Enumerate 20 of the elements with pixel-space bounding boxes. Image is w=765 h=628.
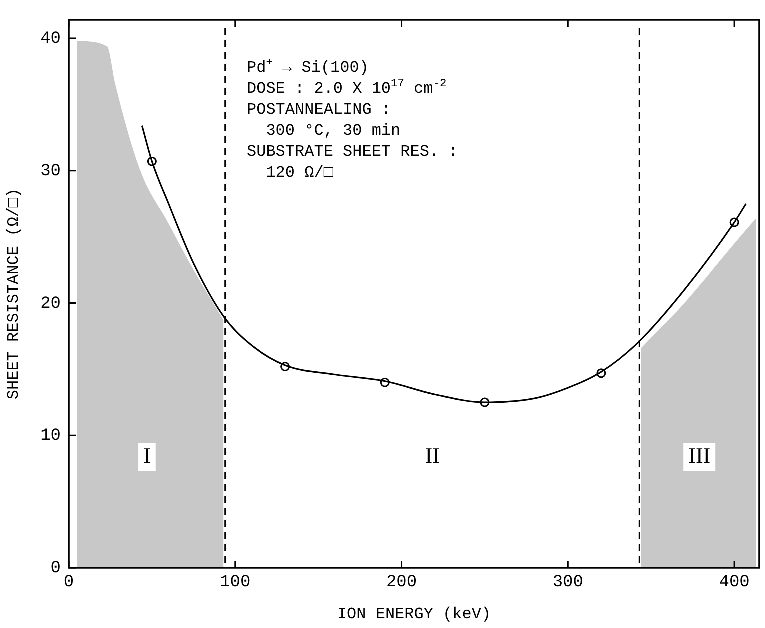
annotation: III: [688, 443, 711, 468]
annotation: POSTANNEALING :: [247, 101, 392, 119]
y-tick-label: 40: [40, 30, 61, 50]
annotation: 300 °C, 30 min: [247, 122, 401, 140]
y-tick-label: 30: [40, 162, 61, 182]
y-tick-label: 10: [40, 427, 61, 446]
y-tick-label: 0: [50, 560, 61, 578]
annotation: Pd+ → Si(100): [247, 58, 369, 77]
annotation: I: [144, 443, 151, 468]
annotation: SUBSTRATE SHEET RES. :: [247, 143, 458, 161]
x-axis-title: ION ENERGY (keV): [337, 606, 492, 624]
annotation: II: [425, 443, 440, 468]
x-tick-label: 300: [552, 574, 584, 593]
x-tick-label: 400: [719, 574, 750, 593]
y-tick-label: 20: [40, 294, 61, 314]
y-axis-title: SHEET RESISTANCE (Ω/□): [4, 188, 23, 400]
annotation: 120 Ω/□: [247, 164, 334, 182]
x-tick-label: 200: [386, 574, 418, 593]
x-tick-label: 0: [64, 574, 74, 593]
x-tick-label: 100: [220, 574, 251, 593]
